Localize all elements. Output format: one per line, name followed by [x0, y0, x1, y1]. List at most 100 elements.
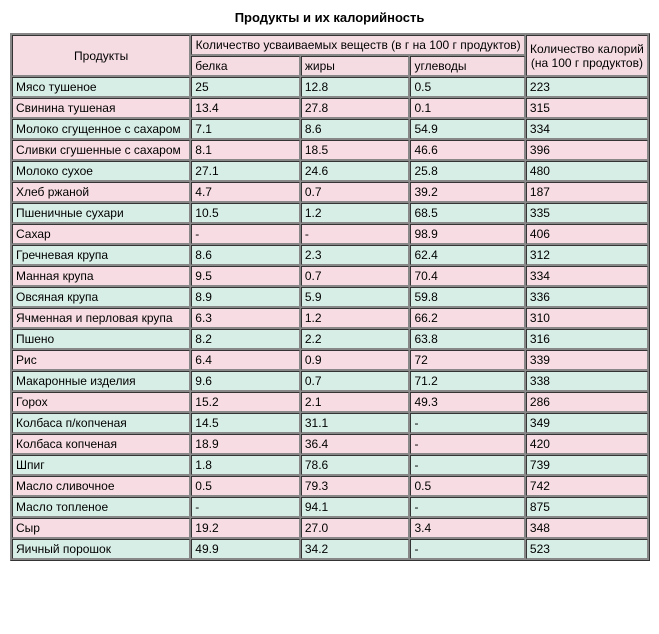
- cell-product: Пшено: [12, 329, 190, 349]
- cell-carbs: 25.8: [410, 161, 524, 181]
- cell-product: Свинина тушеная: [12, 98, 190, 118]
- cell-protein: 49.9: [191, 539, 300, 559]
- table-row: Манная крупа9.50.770.4334: [12, 266, 648, 286]
- table-row: Макаронные изделия9.60.771.2338: [12, 371, 648, 391]
- cell-protein: 0.5: [191, 476, 300, 496]
- cell-protein: 19.2: [191, 518, 300, 538]
- cell-fat: 0.7: [301, 371, 410, 391]
- cell-kcal: 312: [526, 245, 648, 265]
- cell-protein: 7.1: [191, 119, 300, 139]
- cell-fat: 27.0: [301, 518, 410, 538]
- cell-product: Масло сливочное: [12, 476, 190, 496]
- cell-carbs: 66.2: [410, 308, 524, 328]
- cell-fat: 0.7: [301, 266, 410, 286]
- cell-fat: -: [301, 224, 410, 244]
- cell-fat: 8.6: [301, 119, 410, 139]
- table-row: Молоко сгущенное с сахаром7.18.654.9334: [12, 119, 648, 139]
- nutrition-table: Продукты Количество усваиваемых веществ …: [10, 33, 650, 561]
- cell-carbs: 0.5: [410, 77, 524, 97]
- cell-protein: 9.6: [191, 371, 300, 391]
- cell-kcal: 480: [526, 161, 648, 181]
- cell-kcal: 739: [526, 455, 648, 475]
- cell-fat: 2.3: [301, 245, 410, 265]
- cell-product: Сахар: [12, 224, 190, 244]
- page-title: Продукты и их калорийность: [10, 10, 649, 25]
- col-calories: Количество калорий (на 100 г продуктов): [526, 35, 648, 76]
- cell-product: Манная крупа: [12, 266, 190, 286]
- cell-product: Овсяная крупа: [12, 287, 190, 307]
- cell-protein: 13.4: [191, 98, 300, 118]
- cell-carbs: 68.5: [410, 203, 524, 223]
- cell-carbs: 54.9: [410, 119, 524, 139]
- cell-kcal: 336: [526, 287, 648, 307]
- col-nutrients: Количество усваиваемых веществ (в г на 1…: [191, 35, 525, 55]
- cell-protein: -: [191, 224, 300, 244]
- cell-kcal: 315: [526, 98, 648, 118]
- cell-fat: 0.9: [301, 350, 410, 370]
- cell-carbs: 72: [410, 350, 524, 370]
- cell-product: Ячменная и перловая крупа: [12, 308, 190, 328]
- cell-fat: 2.1: [301, 392, 410, 412]
- cell-fat: 78.6: [301, 455, 410, 475]
- cell-carbs: 3.4: [410, 518, 524, 538]
- cell-product: Шпиг: [12, 455, 190, 475]
- cell-product: Гречневая крупа: [12, 245, 190, 265]
- cell-product: Рис: [12, 350, 190, 370]
- cell-protein: 8.6: [191, 245, 300, 265]
- cell-fat: 24.6: [301, 161, 410, 181]
- cell-carbs: -: [410, 539, 524, 559]
- cell-kcal: 742: [526, 476, 648, 496]
- cell-fat: 12.8: [301, 77, 410, 97]
- cell-product: Яичный порошок: [12, 539, 190, 559]
- cell-protein: 18.9: [191, 434, 300, 454]
- table-row: Пшеничные сухари10.51.268.5335: [12, 203, 648, 223]
- cell-fat: 79.3: [301, 476, 410, 496]
- cell-protein: 6.3: [191, 308, 300, 328]
- table-row: Ячменная и перловая крупа6.31.266.2310: [12, 308, 648, 328]
- cell-carbs: 70.4: [410, 266, 524, 286]
- cell-protein: 10.5: [191, 203, 300, 223]
- cell-carbs: 59.8: [410, 287, 524, 307]
- table-row: Масло топленое-94.1-875: [12, 497, 648, 517]
- table-row: Сыр19.227.03.4348: [12, 518, 648, 538]
- cell-fat: 18.5: [301, 140, 410, 160]
- cell-carbs: 71.2: [410, 371, 524, 391]
- cell-product: Масло топленое: [12, 497, 190, 517]
- cell-protein: 6.4: [191, 350, 300, 370]
- cell-kcal: 396: [526, 140, 648, 160]
- cell-carbs: 0.5: [410, 476, 524, 496]
- table-row: Свинина тушеная13.427.80.1315: [12, 98, 648, 118]
- table-row: Гречневая крупа8.62.362.4312: [12, 245, 648, 265]
- cell-kcal: 316: [526, 329, 648, 349]
- cell-fat: 94.1: [301, 497, 410, 517]
- cell-kcal: 286: [526, 392, 648, 412]
- table-body: Мясо тушеное2512.80.5223Свинина тушеная1…: [12, 77, 648, 559]
- cell-carbs: 39.2: [410, 182, 524, 202]
- table-row: Сахар--98.9406: [12, 224, 648, 244]
- cell-product: Пшеничные сухари: [12, 203, 190, 223]
- cell-protein: 9.5: [191, 266, 300, 286]
- cell-kcal: 349: [526, 413, 648, 433]
- cell-product: Мясо тушеное: [12, 77, 190, 97]
- table-row: Хлеб ржаной4.70.739.2187: [12, 182, 648, 202]
- cell-product: Колбаса копченая: [12, 434, 190, 454]
- cell-kcal: 223: [526, 77, 648, 97]
- cell-protein: -: [191, 497, 300, 517]
- cell-carbs: 0.1: [410, 98, 524, 118]
- table-row: Масло сливочное0.579.30.5742: [12, 476, 648, 496]
- cell-fat: 2.2: [301, 329, 410, 349]
- cell-kcal: 420: [526, 434, 648, 454]
- cell-fat: 1.2: [301, 203, 410, 223]
- table-row: Шпиг1.878.6-739: [12, 455, 648, 475]
- cell-kcal: 335: [526, 203, 648, 223]
- cell-carbs: 62.4: [410, 245, 524, 265]
- cell-protein: 8.9: [191, 287, 300, 307]
- cell-kcal: 406: [526, 224, 648, 244]
- cell-fat: 34.2: [301, 539, 410, 559]
- cell-protein: 15.2: [191, 392, 300, 412]
- cell-fat: 0.7: [301, 182, 410, 202]
- cell-product: Колбаса п/копченая: [12, 413, 190, 433]
- cell-kcal: 875: [526, 497, 648, 517]
- cell-protein: 8.2: [191, 329, 300, 349]
- table-row: Сливки сгушенные с сахаром8.118.546.6396: [12, 140, 648, 160]
